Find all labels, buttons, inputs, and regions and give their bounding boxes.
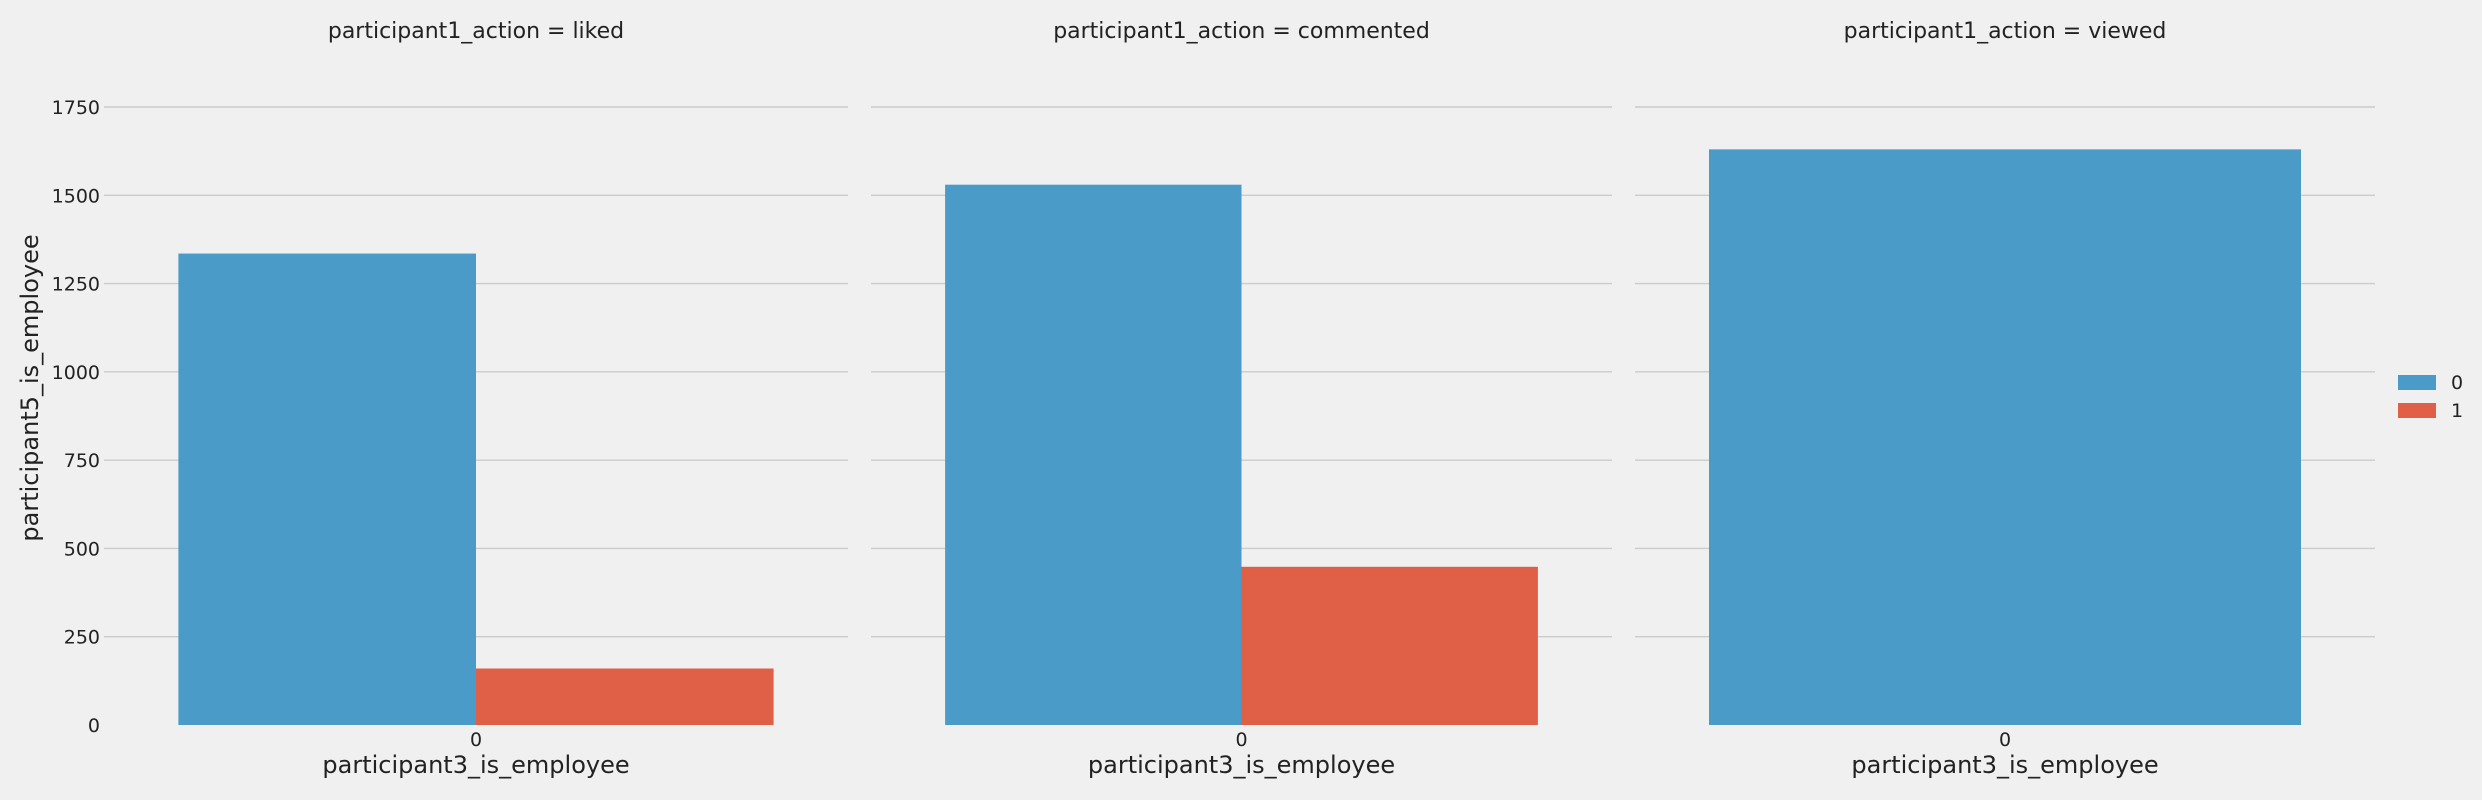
bar-series-1 [1241,566,1538,725]
legend-swatch [2398,375,2436,390]
facet-title: participant1_action = liked [328,19,624,44]
x-axis-label: participant3_is_employee [1088,751,1395,779]
y-tick-label: 1750 [52,97,100,119]
legend-swatch [2398,403,2436,418]
facet-panel: participant1_action = commented 0particip… [871,19,1612,779]
x-tick-label: 0 [1235,729,1247,751]
legend-label: 1 [2451,400,2463,422]
x-axis-label: participant3_is_employee [322,751,629,779]
y-tick-label: 500 [64,538,100,560]
x-axis-label: participant3_is_employee [1851,751,2158,779]
y-tick-label: 250 [64,627,100,649]
y-tick-label: 1500 [52,185,100,207]
bar-series-0 [1709,149,2301,725]
y-tick-label: 0 [88,715,100,737]
bar-series-0 [945,184,1242,726]
facet-panel: participant1_action = liked 0participant3… [104,19,848,779]
bar-series-0 [178,253,476,725]
facet-title: participant1_action = viewed [1844,19,2167,44]
y-tick-label: 1250 [52,274,100,296]
legend-label: 0 [2451,372,2463,394]
facet-panel: participant1_action = viewed 0participant… [1635,19,2375,779]
facet-title: participant1_action = commented [1053,19,1430,44]
x-tick-label: 0 [1999,729,2011,751]
y-tick-label: 750 [64,450,100,472]
bar-series-1 [476,668,774,725]
x-tick-label: 0 [470,729,482,751]
y-axis-label: participant5_is_employee [16,234,44,541]
y-tick-label: 1000 [52,362,100,384]
legend: 01 [2398,372,2463,422]
